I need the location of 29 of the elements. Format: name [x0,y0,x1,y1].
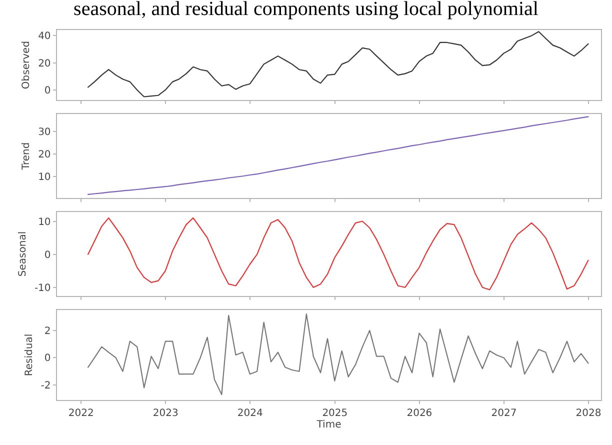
x-tick-label: 2023 [152,408,178,420]
y-tick-label: 0 [44,250,51,261]
x-tick-label: 2026 [406,408,432,420]
x-tick-label: 2024 [237,408,263,420]
y-tick-label: 0 [44,353,51,364]
y-tick-label: -2 [40,380,51,392]
y-axis-title: Trend [21,142,32,171]
y-tick-label: 10 [38,172,51,183]
y-axis-title: Seasonal [18,231,29,277]
y-axis-title: Observed [21,40,32,90]
y-tick-label: 0 [44,85,51,96]
y-axis-title: Residual [24,334,35,376]
line-series [87,314,589,396]
y-tick-label: 30 [38,127,51,138]
y-tick-label: 20 [38,58,51,70]
y-tick-label: 20 [38,149,51,160]
x-tick-label: 2028 [576,408,602,420]
line-series [87,31,589,98]
x-tick-label: 2027 [491,408,517,420]
x-tick-label: 2025 [322,408,348,420]
y-tick-label: 10 [38,216,51,228]
x-tick-label: 2022 [68,408,94,420]
chart-title: seasonal, and residual components using local polynomial [74,0,539,20]
y-tick-label: 2 [44,326,51,337]
x-axis-title: Time [316,420,342,431]
line-series [87,116,589,195]
y-tick-label: 40 [38,31,51,42]
y-tick-label: -10 [34,282,51,294]
line-series [87,217,589,290]
